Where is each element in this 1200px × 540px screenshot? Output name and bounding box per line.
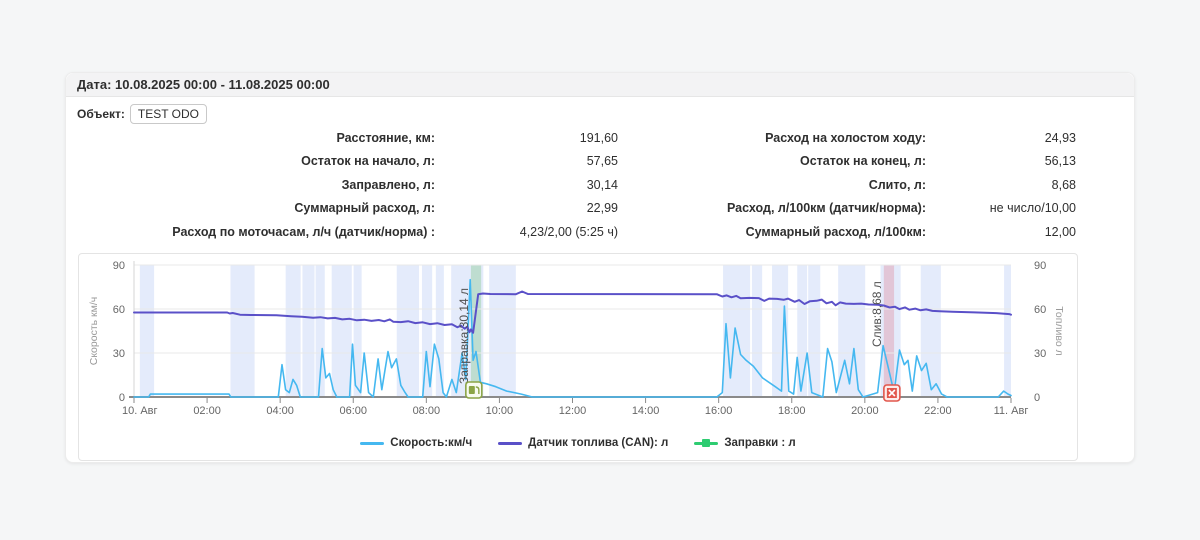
table-row: Остаток на начало, л: 57,65 Остаток на к… bbox=[89, 150, 1076, 174]
object-row: Объект: TEST ODO bbox=[77, 103, 208, 125]
object-label: Объект: bbox=[77, 107, 125, 121]
trip-interval-band bbox=[920, 265, 941, 397]
trip-interval-band bbox=[396, 265, 420, 397]
x-axis-label: 20:00 bbox=[851, 405, 879, 417]
x-axis-label: 02:00 bbox=[193, 405, 221, 417]
stat-value-total-per-100km: 12,00 bbox=[1044, 224, 1076, 239]
legend-item-fuel-sensor: Датчик топлива (CAN): л bbox=[498, 437, 668, 449]
x-axis-label: 16:00 bbox=[705, 405, 733, 417]
stat-value-total-consumption: 22,99 bbox=[586, 201, 618, 216]
trip-interval-band bbox=[797, 265, 808, 397]
drain-band bbox=[883, 265, 895, 397]
fuel-pump-body bbox=[468, 386, 475, 394]
y-right-axis-title: Топливо л bbox=[1053, 306, 1065, 355]
stat-value-idle-consumption: 24,93 bbox=[1044, 130, 1076, 145]
legend-item-refuels: Заправки : л bbox=[694, 437, 796, 449]
x-axis-label: 22:00 bbox=[924, 405, 952, 417]
drain-x-glyph bbox=[888, 389, 896, 397]
y-left-axis-title: Скорость км/ч bbox=[88, 297, 100, 365]
legend-item-speed: Скорость:км/ч bbox=[360, 437, 472, 449]
x-axis-label: 18:00 bbox=[778, 405, 806, 417]
fuel-line-swatch-icon bbox=[498, 441, 523, 445]
refuels-swatch-icon bbox=[694, 439, 719, 447]
x-axis-label: 08:00 bbox=[413, 405, 441, 417]
x-axis-label: 10:00 bbox=[486, 405, 514, 417]
stat-value-consumption-per-100km: не число/10,00 bbox=[989, 201, 1076, 216]
y-left-tick-label: 90 bbox=[113, 260, 125, 272]
chart-legend: Скорость:км/ч Датчик топлива (CAN): л За… bbox=[79, 435, 1077, 451]
table-row: Суммарный расход, л: 22,99 Расход, л/100… bbox=[89, 197, 1076, 221]
trip-interval-band bbox=[353, 265, 362, 397]
legend-label-refuels: Заправки : л bbox=[724, 437, 796, 449]
stat-label-total-consumption: Суммарный расход, л: bbox=[294, 201, 435, 216]
stat-label-consumption-per-100km: Расход, л/100км (датчик/норма): bbox=[726, 201, 926, 216]
stat-value-drained: 8,68 bbox=[1051, 177, 1076, 192]
x-axis-label: 12:00 bbox=[559, 405, 587, 417]
stat-label-distance: Расстояние, км: bbox=[336, 130, 435, 145]
stat-value-engine-hours-consumption: 4,23/2,00 (5:25 ч) bbox=[519, 224, 618, 239]
refuel-band bbox=[470, 265, 482, 397]
trip-interval-band bbox=[421, 265, 433, 397]
y-right-tick-label: 90 bbox=[1034, 260, 1046, 272]
speed-line-swatch-icon bbox=[360, 441, 385, 445]
speed-series-line bbox=[133, 278, 1012, 398]
y-left-tick-label: 30 bbox=[113, 348, 125, 360]
stats-table: Расстояние, км: 191,60 Расход на холосто… bbox=[89, 126, 1076, 244]
trip-interval-band bbox=[230, 265, 255, 397]
stat-value-fuel-start: 57,65 bbox=[586, 154, 618, 169]
stat-label-engine-hours-consumption: Расход по моточасам, л/ч (датчик/норма) … bbox=[172, 224, 435, 239]
stat-label-drained: Слито, л: bbox=[868, 177, 926, 192]
trip-interval-band bbox=[880, 265, 901, 397]
table-row: Расход по моточасам, л/ч (датчик/норма) … bbox=[89, 220, 1076, 244]
trip-interval-band bbox=[139, 265, 155, 397]
y-left-tick-label: 60 bbox=[113, 304, 125, 316]
table-row: Расстояние, км: 191,60 Расход на холосто… bbox=[89, 126, 1076, 150]
trip-interval-band bbox=[808, 265, 821, 397]
drain-annotation-label: Слив:8,68 л bbox=[870, 281, 884, 347]
report-card: Дата: 10.08.2025 00:00 - 11.08.2025 00:0… bbox=[65, 72, 1135, 463]
x-axis-label: 14:00 bbox=[632, 405, 660, 417]
trip-interval-band bbox=[331, 265, 352, 397]
x-axis-label: 06:00 bbox=[339, 405, 367, 417]
trip-interval-band bbox=[435, 265, 444, 397]
trip-interval-band bbox=[1004, 265, 1011, 397]
object-name-chip: TEST ODO bbox=[129, 104, 208, 124]
table-row: Заправлено, л: 30,14 Слито, л: 8,68 bbox=[89, 173, 1076, 197]
y-right-tick-label: 0 bbox=[1034, 392, 1040, 404]
trip-interval-band bbox=[315, 265, 325, 397]
stat-label-total-per-100km: Суммарный расход, л/100км: bbox=[745, 224, 926, 239]
chart-canvas: 10. Авг 02:00 04:00 06:00 08:00 10:00 12:00 14:… bbox=[88, 260, 1065, 417]
legend-label-fuel-sensor: Датчик топлива (CAN): л bbox=[528, 437, 669, 449]
stat-label-fuel-end: Остаток на конец, л: bbox=[799, 154, 926, 169]
fuel-series-line bbox=[133, 290, 1012, 334]
trip-interval-band bbox=[302, 265, 315, 397]
fuel-speed-chart: 10. Авг 02:00 04:00 06:00 08:00 10:00 12:00 14:… bbox=[78, 253, 1078, 461]
x-axis-label: 10. Авг bbox=[122, 405, 158, 417]
fuel-pump-hose bbox=[475, 386, 480, 394]
y-left-tick-label: 0 bbox=[119, 392, 125, 404]
stat-label-idle-consumption: Расход на холостом ходу: bbox=[765, 130, 926, 145]
refuel-annotation-label: Заправка:30,14 л bbox=[457, 288, 471, 384]
trip-interval-band bbox=[751, 265, 763, 397]
y-right-tick-label: 30 bbox=[1034, 348, 1046, 360]
stat-label-refueled: Заправлено, л: bbox=[341, 177, 435, 192]
trip-interval-band bbox=[489, 265, 516, 397]
y-right-tick-label: 60 bbox=[1034, 304, 1046, 316]
legend-label-speed: Скорость:км/ч bbox=[390, 437, 473, 449]
stat-value-distance: 191,60 bbox=[579, 130, 618, 145]
x-axis-label: 04:00 bbox=[266, 405, 294, 417]
stat-label-fuel-start: Остаток на начало, л: bbox=[301, 154, 435, 169]
stat-value-refueled: 30,14 bbox=[586, 177, 618, 192]
stat-value-fuel-end: 56,13 bbox=[1044, 154, 1076, 169]
trip-interval-band bbox=[285, 265, 301, 397]
report-date-header: Дата: 10.08.2025 00:00 - 11.08.2025 00:0… bbox=[66, 73, 1134, 97]
trip-interval-band bbox=[838, 265, 866, 397]
x-axis-label: 11. Авг bbox=[994, 405, 1029, 417]
trip-interval-band bbox=[723, 265, 751, 397]
